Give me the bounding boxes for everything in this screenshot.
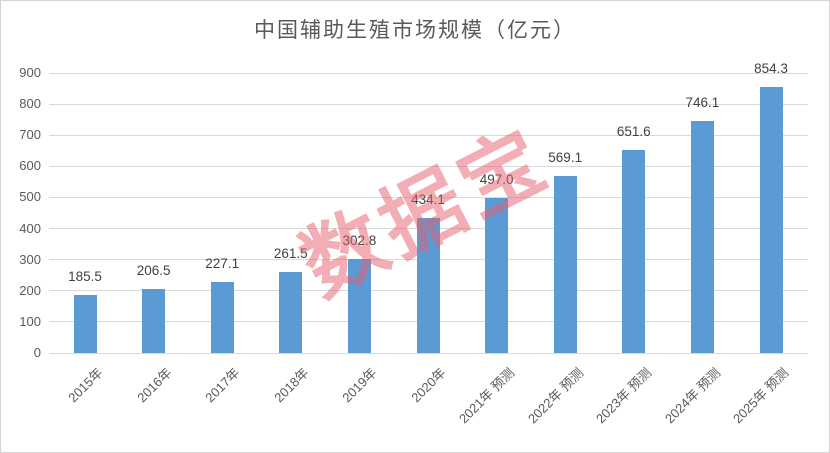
x-axis-tick-label: 2022年 预测 [524, 365, 586, 427]
gridline [49, 165, 808, 167]
bar-value-label: 302.8 [342, 232, 377, 248]
bar-value-label: 746.1 [685, 94, 720, 110]
y-axis-tick-label: 100 [19, 313, 41, 329]
y-axis-tick-label: 400 [19, 220, 41, 236]
bar-value-label: 854.3 [754, 61, 788, 77]
y-axis-tick-label: 200 [19, 282, 41, 298]
y-axis-tick-label: 800 [19, 96, 41, 112]
x-axis-tick-label: 2019年 [339, 365, 381, 406]
bar [347, 258, 371, 353]
bar [73, 295, 97, 353]
y-axis-tick-label: 700 [19, 127, 41, 143]
bar [279, 271, 303, 353]
plot-area: 0 100 200 300 400 500 600 700 800 900 185.5 2015年 20… [19, 61, 808, 426]
bar [622, 150, 646, 353]
gridline [49, 196, 808, 198]
bar-value-label: 434.1 [411, 191, 445, 207]
x-axis-tick-label: 2015年 [65, 365, 106, 406]
bar-value-label: 497.0 [479, 172, 514, 188]
x-axis-tick-label: 2025年 预测 [730, 365, 792, 427]
y-axis-tick-label: 900 [19, 65, 41, 80]
bar [416, 217, 440, 353]
bar [759, 87, 783, 353]
bar-value-label: 569.1 [548, 149, 583, 165]
y-axis-tick-label: 300 [19, 251, 41, 267]
y-axis-tick-label: 500 [19, 189, 41, 205]
gridline [49, 352, 808, 354]
bar-value-label: 185.5 [68, 269, 102, 285]
bar [690, 120, 714, 353]
y-axis-tick-label: 600 [19, 158, 41, 174]
x-axis-tick-label: 2024年 预测 [661, 365, 724, 427]
bar-value-label: 651.6 [616, 124, 651, 140]
bar [142, 288, 166, 353]
gridline [49, 72, 808, 74]
x-axis-tick-label: 2017年 [202, 365, 243, 406]
bar-value-label: 206.5 [136, 262, 171, 278]
bar [553, 175, 577, 353]
x-axis-tick-label: 2016年 [133, 365, 175, 406]
y-axis-tick-label: 0 [33, 345, 41, 360]
x-axis-tick-label: 2021年 预测 [456, 365, 518, 427]
bar [210, 282, 234, 353]
bar-value-label: 227.1 [205, 256, 240, 272]
x-axis-tick-label: 2023年 预测 [593, 365, 655, 427]
gridline [49, 103, 808, 105]
bar-value-label: 261.5 [273, 245, 308, 261]
gridline [49, 134, 808, 136]
bar [485, 198, 509, 353]
chart-title: 中国辅助生殖市场规模（亿元） [254, 18, 576, 42]
x-axis-tick-label: 2020年 [408, 365, 449, 406]
x-axis-tick-label: 2018年 [271, 365, 312, 406]
